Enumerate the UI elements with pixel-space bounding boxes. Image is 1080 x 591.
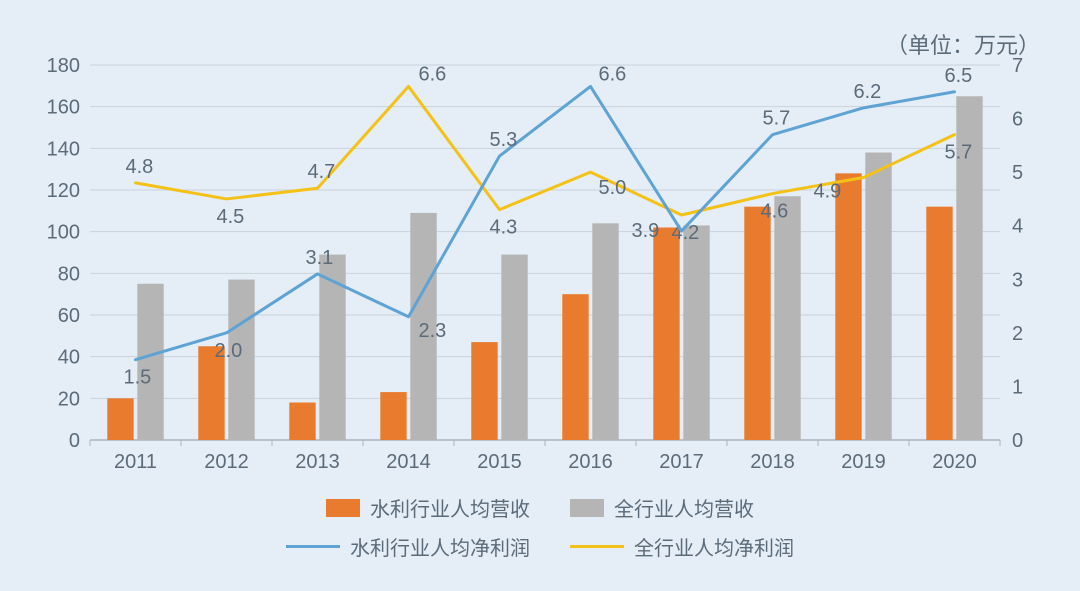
- legend-label: 全行业人均净利润: [634, 532, 794, 561]
- line-data-label: 4.8: [126, 156, 154, 178]
- svg-text:140: 140: [47, 138, 80, 160]
- legend-label: 水利行业人均净利润: [350, 532, 530, 561]
- bar-all-revenue: [774, 196, 800, 440]
- bar-water-revenue: [562, 294, 588, 440]
- svg-text:5: 5: [1012, 162, 1023, 184]
- bar-all-revenue: [865, 153, 891, 441]
- legend-item-all-profit: 全行业人均净利润: [570, 532, 794, 561]
- legend-label: 全行业人均营收: [614, 493, 754, 522]
- line-data-label: 4.9: [814, 181, 842, 203]
- bar-water-revenue: [926, 207, 952, 440]
- x-tick-label: 2015: [477, 451, 522, 473]
- svg-text:20: 20: [58, 388, 80, 410]
- svg-text:6: 6: [1012, 109, 1023, 131]
- line-data-label: 6.6: [599, 63, 627, 85]
- line-data-label: 4.7: [308, 161, 336, 183]
- line-data-label: 3.1: [306, 247, 334, 269]
- svg-text:2: 2: [1012, 323, 1023, 345]
- line-data-label: 3.9: [632, 220, 660, 242]
- x-tick-label: 2012: [204, 451, 249, 473]
- bar-water-revenue: [380, 392, 406, 440]
- swatch-water-profit: [286, 545, 340, 548]
- svg-text:80: 80: [58, 263, 80, 285]
- bar-all-revenue: [501, 255, 527, 440]
- line-data-label: 4.3: [490, 217, 518, 239]
- legend-row-lines: 水利行业人均净利润 全行业人均净利润: [286, 532, 794, 561]
- bar-water-revenue: [471, 342, 497, 440]
- legend-label: 水利行业人均营收: [370, 493, 530, 522]
- svg-text:60: 60: [58, 305, 80, 327]
- x-tick-label: 2014: [386, 451, 431, 473]
- legend-item-all-revenue: 全行业人均营收: [570, 493, 754, 522]
- line-data-label: 5.0: [599, 177, 627, 199]
- bar-all-revenue: [592, 223, 618, 440]
- line-data-label: 5.7: [945, 142, 973, 164]
- legend-item-water-revenue: 水利行业人均营收: [326, 493, 530, 522]
- line-data-label: 1.5: [124, 367, 152, 389]
- line-data-label: 5.7: [763, 108, 791, 130]
- line-data-label: 2.3: [419, 320, 447, 342]
- svg-text:160: 160: [47, 97, 80, 119]
- bar-all-revenue: [683, 225, 709, 440]
- x-tick-label: 2017: [659, 451, 704, 473]
- svg-text:120: 120: [47, 180, 80, 202]
- svg-text:4: 4: [1012, 216, 1023, 238]
- x-tick-label: 2018: [750, 451, 795, 473]
- legend-row-bars: 水利行业人均营收 全行业人均营收: [326, 493, 754, 522]
- swatch-water-revenue: [326, 499, 360, 517]
- legend: 水利行业人均营收 全行业人均营收 水利行业人均净利润 全行业人均净利润: [0, 493, 1080, 561]
- unit-label: （单位：万元）: [886, 28, 1040, 60]
- svg-text:3: 3: [1012, 269, 1023, 291]
- svg-text:100: 100: [47, 222, 80, 244]
- x-tick-label: 2016: [568, 451, 613, 473]
- svg-text:1: 1: [1012, 376, 1023, 398]
- line-data-label: 6.6: [419, 63, 447, 85]
- line-data-label: 5.3: [490, 129, 518, 151]
- bar-all-revenue: [137, 284, 163, 440]
- legend-item-water-profit: 水利行业人均净利润: [286, 532, 530, 561]
- bar-water-revenue: [289, 403, 315, 441]
- swatch-all-profit: [570, 545, 624, 548]
- line-data-label: 6.2: [854, 81, 882, 103]
- line-data-label: 4.6: [761, 201, 789, 223]
- x-tick-label: 2013: [295, 451, 340, 473]
- svg-text:0: 0: [69, 430, 80, 452]
- line-data-label: 6.5: [945, 65, 973, 87]
- x-tick-label: 2020: [932, 451, 977, 473]
- bar-water-revenue: [744, 207, 770, 440]
- bar-water-revenue: [653, 228, 679, 441]
- x-tick-label: 2011: [114, 451, 157, 473]
- bar-water-revenue: [107, 398, 133, 440]
- svg-text:0: 0: [1012, 430, 1023, 452]
- svg-text:180: 180: [47, 55, 80, 77]
- svg-text:40: 40: [58, 347, 80, 369]
- line-data-label: 4.5: [217, 206, 245, 228]
- line-data-label: 2.0: [215, 340, 243, 362]
- chart-container: （单位：万元） 02040608010012014016018001234567…: [0, 0, 1080, 591]
- x-tick-label: 2019: [841, 451, 886, 473]
- bar-water-revenue: [835, 173, 861, 440]
- swatch-all-revenue: [570, 499, 604, 517]
